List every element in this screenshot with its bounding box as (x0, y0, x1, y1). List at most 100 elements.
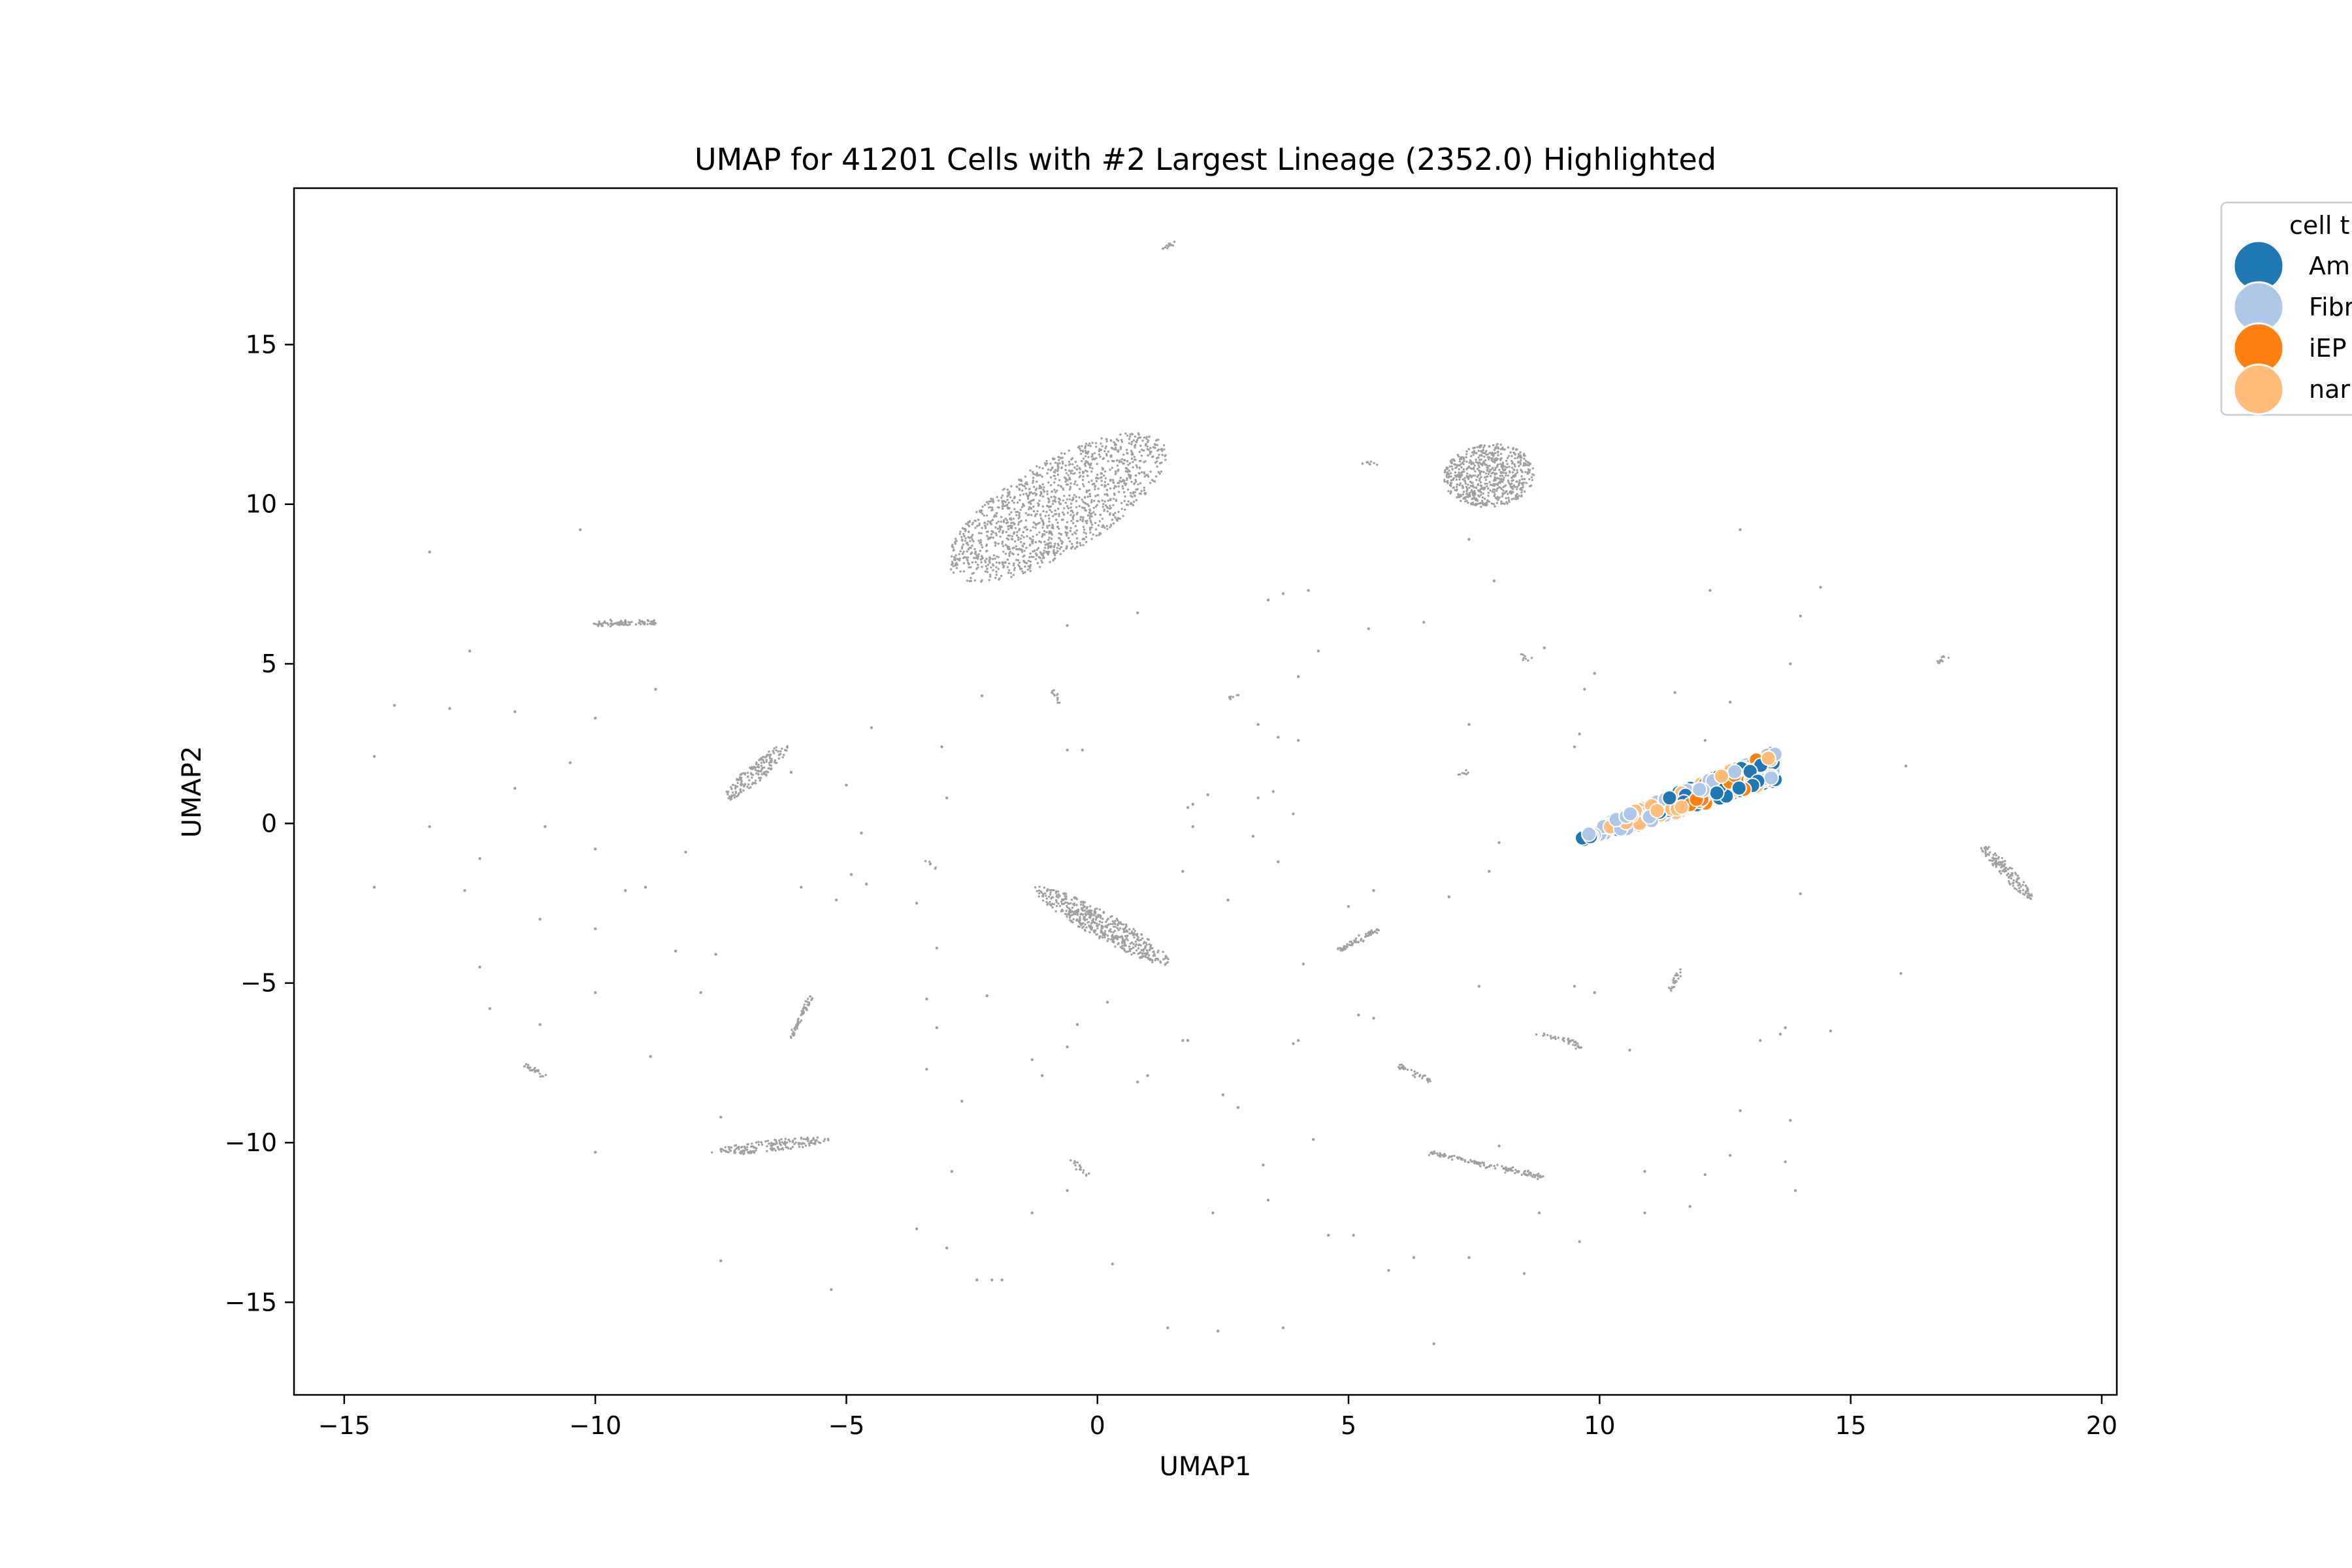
background-point (755, 772, 758, 775)
background-point (2010, 867, 2014, 870)
background-point (1467, 501, 1469, 504)
background-point (1502, 478, 1505, 482)
background-point (1447, 895, 1450, 898)
background-point (973, 552, 977, 555)
background-point (1112, 497, 1115, 500)
background-point (1508, 500, 1511, 503)
background-point (1130, 480, 1133, 483)
background-point (1037, 889, 1041, 892)
background-point (542, 1075, 544, 1078)
background-point (1462, 487, 1464, 489)
background-point (1514, 457, 1516, 459)
background-point (1099, 914, 1102, 917)
background-point (1000, 574, 1003, 578)
background-point (1065, 895, 1068, 898)
background-point (1138, 451, 1141, 453)
background-point (1068, 902, 1070, 906)
background-point (1028, 494, 1030, 497)
background-point (1484, 459, 1487, 462)
legend-label: Fibr (2309, 293, 2352, 321)
background-point (1994, 852, 1997, 855)
background-point (1070, 1159, 1072, 1162)
background-point (977, 518, 980, 521)
background-point (1463, 479, 1466, 482)
background-point (770, 767, 773, 770)
background-point (808, 1142, 811, 1145)
background-point (1123, 930, 1126, 932)
background-point (1106, 528, 1109, 531)
background-point (674, 949, 678, 953)
background-point (1122, 947, 1125, 950)
background-point (823, 1138, 826, 1141)
background-point (1784, 1160, 1787, 1164)
background-point (1132, 952, 1135, 955)
background-point (1477, 449, 1480, 452)
background-point (996, 496, 998, 498)
background-point (764, 1140, 767, 1143)
background-point (1032, 470, 1034, 473)
background-point (1048, 536, 1051, 539)
background-point (1142, 449, 1145, 452)
background-point (1120, 438, 1123, 442)
background-point (2024, 885, 2027, 887)
background-point (1052, 500, 1054, 502)
background-point (2003, 865, 2006, 868)
background-point (968, 525, 971, 528)
background-point (1113, 937, 1116, 940)
x-axis: −15 −10 −5 0 5 10 15 20 (318, 1395, 2117, 1440)
background-point (1092, 506, 1095, 510)
background-point (968, 580, 972, 583)
background-point (1458, 471, 1460, 474)
background-point (1688, 1205, 1691, 1208)
background-point (1466, 472, 1469, 475)
background-point (978, 524, 981, 527)
background-point (1079, 1168, 1082, 1171)
background-point (1027, 559, 1030, 563)
background-point (1047, 497, 1050, 500)
background-point (980, 532, 983, 534)
background-point (733, 794, 736, 796)
background-point (1069, 487, 1071, 490)
background-point (1071, 522, 1075, 525)
background-point (1068, 498, 1071, 500)
background-point (1473, 492, 1476, 495)
background-point (1112, 940, 1115, 943)
background-point (1470, 1160, 1473, 1163)
background-point (1493, 480, 1495, 482)
background-point (1450, 465, 1453, 468)
background-point (998, 562, 1001, 564)
background-point (770, 1148, 773, 1151)
background-point (1418, 1073, 1422, 1077)
background-point (1116, 938, 1119, 941)
background-point (1135, 480, 1137, 483)
background-point (1466, 487, 1469, 490)
background-point (1036, 480, 1038, 483)
background-point (1143, 436, 1146, 439)
background-point (994, 544, 997, 547)
background-point (1467, 1160, 1469, 1164)
background-point (1105, 440, 1108, 443)
background-point (1108, 514, 1111, 516)
background-point (1000, 520, 1003, 523)
background-point (970, 566, 972, 568)
background-point (1066, 624, 1069, 627)
background-point (1999, 864, 2002, 866)
background-point (1473, 468, 1475, 470)
background-point (991, 508, 994, 511)
background-point (1505, 459, 1508, 463)
background-point (1432, 1342, 1435, 1345)
background-point (1114, 473, 1117, 476)
background-point (1098, 923, 1101, 926)
background-point (1029, 469, 1032, 472)
background-point (1019, 537, 1022, 540)
background-point (962, 550, 965, 553)
background-point (734, 1152, 736, 1154)
background-point (1484, 502, 1487, 505)
background-point (768, 750, 770, 753)
background-point (1107, 450, 1110, 453)
background-point (1048, 520, 1051, 523)
background-point (1505, 500, 1508, 504)
background-point (736, 781, 739, 785)
background-point (1000, 497, 1003, 499)
background-point (1105, 454, 1108, 457)
